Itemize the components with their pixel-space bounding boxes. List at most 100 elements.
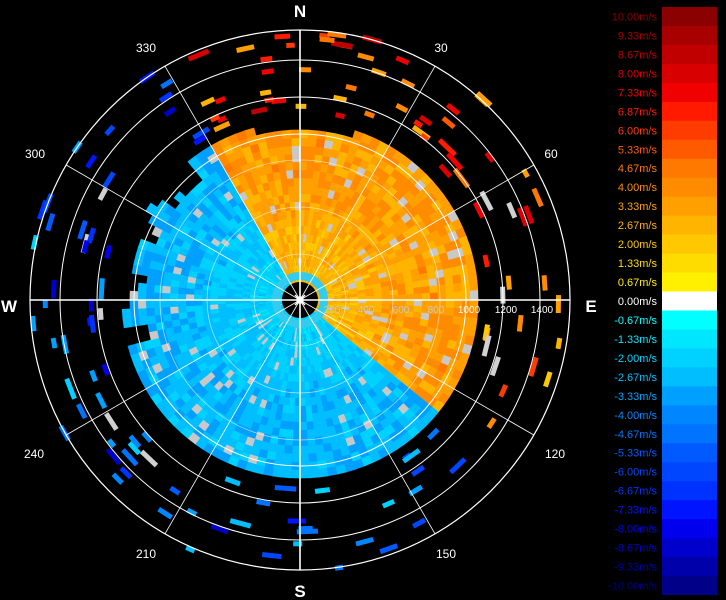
velocity-cell — [325, 296, 335, 299]
echo-gate — [381, 498, 396, 509]
velocity-cell — [333, 217, 342, 227]
echo-gate — [357, 52, 375, 62]
velocity-cell — [271, 377, 279, 388]
velocity-cell — [307, 137, 318, 147]
velocity-cell — [333, 166, 343, 177]
legend-label: 8.00m/s — [618, 68, 658, 80]
velocity-cell — [267, 321, 275, 329]
echo-gate — [314, 487, 331, 494]
velocity-cell — [130, 352, 142, 365]
velocity-cell — [188, 321, 198, 330]
velocity-cell — [197, 227, 208, 239]
velocity-cell — [154, 314, 164, 324]
echo-gate — [192, 126, 211, 140]
velocity-cell — [275, 264, 282, 273]
velocity-cell — [228, 255, 238, 264]
velocity-cell — [218, 307, 227, 313]
velocity-cell — [360, 226, 370, 237]
velocity-cell — [223, 356, 234, 366]
velocity-cell — [160, 342, 172, 353]
velocity-cell — [330, 441, 341, 452]
velocity-cell — [335, 258, 344, 267]
echo-gate — [516, 314, 524, 332]
velocity-cell — [263, 242, 272, 252]
velocity-cell — [381, 308, 390, 315]
velocity-cell — [166, 333, 177, 343]
velocity-cell — [188, 244, 199, 254]
echo-gate — [141, 430, 153, 443]
velocity-cell — [177, 299, 187, 307]
echo-gate — [105, 447, 122, 466]
velocity-cell — [227, 197, 239, 208]
velocity-cell — [255, 248, 264, 257]
velocity-cell — [348, 307, 358, 313]
velocity-cell — [305, 397, 312, 407]
radial-line-150 — [299, 299, 436, 535]
velocity-cell — [245, 276, 255, 283]
velocity-cell — [276, 362, 283, 372]
velocity-cell — [266, 350, 274, 360]
velocity-cell — [141, 257, 152, 269]
echo-gate — [200, 96, 216, 108]
velocity-cell — [323, 360, 331, 370]
velocity-cell — [365, 296, 375, 301]
velocity-cell — [273, 246, 280, 256]
velocity-cell — [226, 333, 236, 342]
velocity-cell — [280, 261, 287, 270]
velocity-cell — [342, 195, 353, 206]
velocity-cell — [326, 358, 334, 368]
velocity-cell — [262, 224, 270, 235]
velocity-cell — [311, 178, 320, 188]
velocity-cell — [273, 344, 280, 354]
velocity-cell — [304, 201, 311, 211]
velocity-cell — [387, 251, 398, 261]
velocity-cell — [446, 249, 457, 261]
velocity-cell — [348, 217, 358, 228]
velocity-cell — [233, 329, 243, 338]
echo-gate — [446, 152, 464, 171]
velocity-cell — [327, 318, 336, 325]
echo-gate — [236, 44, 255, 53]
velocity-cell — [207, 241, 218, 252]
velocity-cell — [233, 440, 246, 452]
velocity-cell — [346, 279, 356, 285]
velocity-cell — [397, 392, 409, 404]
velocity-cell — [391, 179, 404, 192]
velocity-cell — [185, 305, 195, 313]
velocity-cell — [328, 316, 337, 324]
velocity-cell — [354, 317, 364, 324]
velocity-cell — [206, 264, 216, 273]
velocity-cell — [289, 389, 296, 399]
velocity-cell — [299, 145, 309, 155]
velocity-cell — [346, 331, 356, 340]
velocity-cell — [348, 226, 357, 237]
velocity-cell — [397, 288, 407, 295]
velocity-cell — [164, 326, 175, 337]
velocity-cell — [303, 217, 309, 227]
velocity-cell — [442, 267, 453, 278]
velocity-cell — [386, 402, 399, 414]
velocity-cell — [335, 464, 347, 475]
velocity-cell — [411, 274, 421, 283]
legend-label: -2.00m/s — [614, 353, 657, 365]
velocity-cell — [263, 215, 271, 226]
angle-label-330: 330 — [136, 41, 156, 55]
velocity-cell — [413, 293, 423, 301]
velocity-cell — [322, 369, 330, 379]
velocity-cell — [292, 161, 301, 171]
velocity-cell — [451, 218, 464, 232]
velocity-cell — [258, 305, 267, 309]
velocity-cell — [313, 227, 320, 237]
velocity-cell — [257, 448, 269, 459]
velocity-cell — [161, 299, 171, 308]
velocity-cell — [355, 314, 365, 321]
velocity-cell — [198, 348, 209, 358]
velocity-cell — [292, 437, 301, 447]
velocity-cell — [312, 235, 318, 244]
velocity-cell — [365, 369, 376, 380]
velocity-cell — [255, 343, 264, 352]
velocity-cell — [193, 288, 203, 295]
velocity-cell — [446, 339, 457, 351]
velocity-cell — [366, 246, 376, 256]
velocity-cell — [212, 250, 223, 260]
